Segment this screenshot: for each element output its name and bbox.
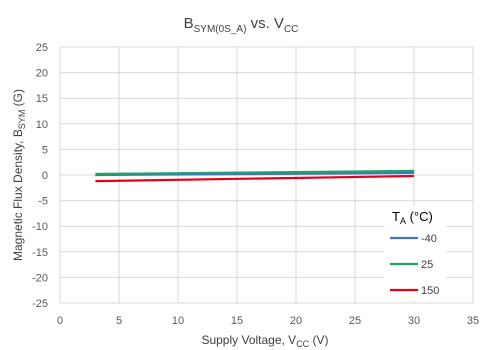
y-tick-label: 25 bbox=[36, 42, 48, 54]
chart-title-mid-subscript: CC bbox=[284, 24, 298, 35]
y-tick-label: -15 bbox=[32, 247, 48, 259]
y-tick-label: -10 bbox=[32, 221, 48, 233]
chart-title-mid: vs. V bbox=[246, 15, 284, 32]
x-tick-label: 10 bbox=[172, 315, 184, 327]
chart-title-main: B bbox=[184, 15, 194, 32]
x-tick-label: 5 bbox=[116, 315, 122, 327]
legend-title-unit: (°C) bbox=[406, 209, 433, 224]
y-tick-label: 10 bbox=[36, 119, 48, 131]
series-line-25 bbox=[95, 169, 415, 176]
y-tick-label: -20 bbox=[32, 272, 48, 284]
series-line--40 bbox=[95, 171, 415, 177]
x-tick-label: 0 bbox=[57, 315, 63, 327]
y-tick-label: 15 bbox=[36, 93, 48, 105]
legend-label--40: -40 bbox=[421, 233, 437, 245]
x-tick-label: 20 bbox=[290, 315, 302, 327]
x-axis-title-text: Supply Voltage, V bbox=[201, 333, 296, 347]
y-tick-labels: -25 -20 -15 -10 -5 0 5 10 15 20 25 bbox=[32, 42, 48, 310]
y-tick-label: 5 bbox=[42, 144, 48, 156]
x-tick-labels: 0 5 10 15 20 25 30 35 bbox=[57, 315, 479, 327]
x-tick-label: 30 bbox=[408, 315, 420, 327]
series-lines bbox=[95, 169, 415, 183]
x-axis-title-subscript: CC bbox=[296, 339, 309, 349]
series-line-150 bbox=[95, 174, 415, 183]
legend-background bbox=[384, 205, 446, 301]
y-axis-title-unit: (G) bbox=[11, 89, 25, 110]
legend-label-150: 150 bbox=[421, 285, 439, 297]
legend-label-25: 25 bbox=[421, 259, 433, 271]
legend: TA (°C) -40 25 150 bbox=[384, 205, 446, 301]
y-tick-label: 0 bbox=[42, 170, 48, 182]
y-tick-label: -5 bbox=[38, 196, 48, 208]
x-tick-label: 35 bbox=[467, 315, 479, 327]
chart-title-main-subscript: SYM(0S_A) bbox=[194, 24, 247, 35]
x-tick-label: 25 bbox=[349, 315, 361, 327]
y-axis-title-text: Magnetic Flux Density, B bbox=[11, 129, 25, 261]
y-axis-title-subscript: SYM bbox=[17, 110, 27, 130]
y-axis-title: Magnetic Flux Density, BSYM (G) bbox=[11, 89, 27, 261]
x-axis-title-unit: (V) bbox=[309, 333, 328, 347]
chart-title: BSYM(0S_A) vs. VCC bbox=[184, 15, 299, 35]
legend-title-text: T bbox=[392, 209, 400, 224]
legend-items: -40 25 150 bbox=[390, 233, 439, 297]
legend-title-subscript: A bbox=[400, 216, 406, 226]
y-tick-label: -25 bbox=[32, 298, 48, 310]
x-tick-label: 15 bbox=[231, 315, 243, 327]
legend-title: TA (°C) bbox=[392, 209, 433, 226]
x-axis-title: Supply Voltage, VCC (V) bbox=[201, 333, 328, 349]
y-tick-label: 20 bbox=[36, 68, 48, 80]
